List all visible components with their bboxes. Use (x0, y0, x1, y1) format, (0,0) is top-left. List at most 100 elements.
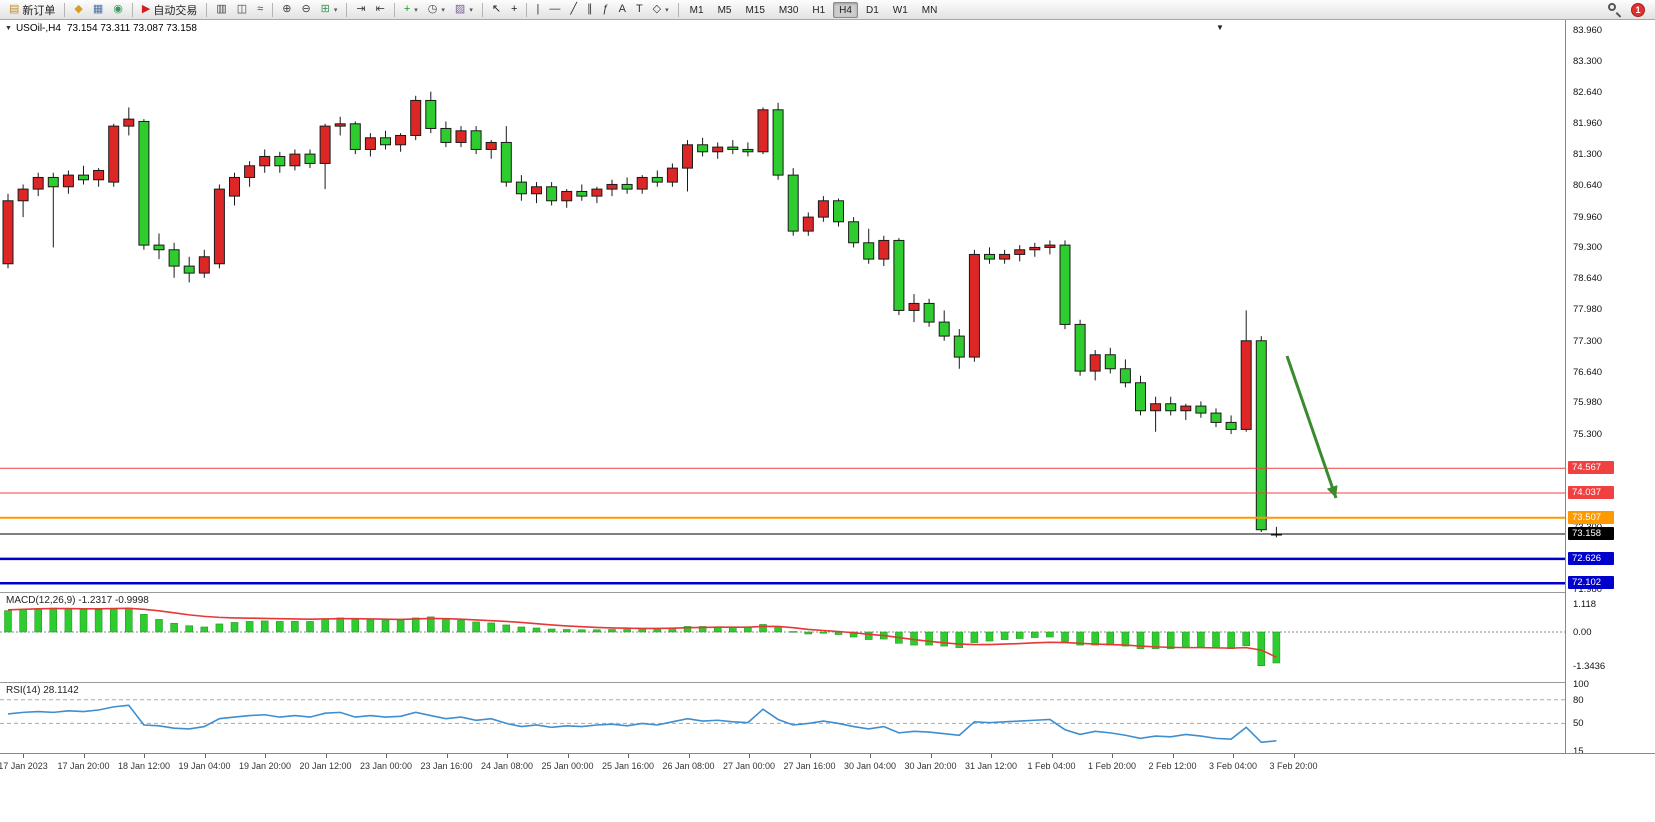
bear-candle (47, 176, 59, 188)
rsi-axis-label: 80 (1573, 694, 1584, 706)
notification-badge[interactable]: 1 (1631, 2, 1645, 17)
price-line-badge: 73.507 (1568, 510, 1614, 524)
timeframe-m1-button[interactable]: M1 (689, 4, 704, 16)
macd-histogram-bar (819, 631, 828, 634)
chart-symbol-label: USOil-,H4 (15, 23, 61, 34)
time-axis-label: 25 Jan 00:00 (541, 761, 594, 771)
macd-histogram-bar (230, 622, 239, 633)
time-axis-tick (386, 754, 387, 758)
fibonacci-button[interactable]: ƒ (597, 1, 613, 18)
tile-windows-button[interactable]: ⊞ ▾ (316, 1, 343, 18)
bull-candle (334, 123, 346, 127)
bear-candle (787, 174, 799, 232)
templates-button[interactable]: ▨ ▾ (450, 1, 478, 18)
macd-histogram-bar (140, 614, 148, 633)
autoscroll-button[interactable]: ⇥ (351, 1, 370, 18)
bull-candle (364, 137, 376, 150)
bar-chart-button[interactable]: ▥ (211, 1, 231, 18)
time-axis-tick (204, 754, 206, 758)
price-axis-label: 71.980 (1573, 583, 1603, 595)
rsi-pane-separator[interactable] (0, 682, 1655, 683)
dropdown-caret-icon: ▾ (665, 6, 669, 14)
bull-candle (62, 174, 74, 188)
bull-candle (591, 188, 603, 197)
macd-histogram-bar (653, 628, 662, 633)
line-chart-button[interactable]: ≈ (252, 1, 268, 18)
timeframe-mn-button[interactable]: MN (921, 4, 938, 16)
macd-histogram-bar (547, 628, 556, 633)
new-order-button[interactable]: ▤ 新订单 (4, 1, 60, 18)
macd-histogram-bar (562, 629, 571, 633)
channel-button[interactable]: ∥ (582, 1, 598, 18)
toolbar-buttons: ▤ 新订单 ◆ ▦ ◉ ▶ 自动交易 ▥ ◫ ≈ ⊕ ⊖ ⊞ ▾ ⇥ ⇤ + ▾ ◷ ▾ ▨ ▾ ↖ + | — ╱ ∥ ƒ A T ◇ ▾ M1… (4, 0, 1607, 19)
horizontal-line-button[interactable]: — (544, 1, 565, 18)
label-button[interactable]: T (631, 1, 648, 18)
market-watch-button[interactable]: ◆ (69, 1, 87, 18)
time-axis-tick (930, 754, 932, 758)
macd-histogram-bar (411, 617, 420, 633)
bear-candle (183, 265, 195, 274)
bull-candle (968, 253, 980, 358)
template-icon: ▨ (454, 3, 466, 15)
bull-candle (757, 109, 769, 153)
chart-window[interactable]: ▼ USOil-,H4 73.154 73.311 73.087 73.158 … (0, 20, 1655, 775)
time-axis-label: 2 Feb 12:00 (1148, 761, 1197, 771)
crosshair-button[interactable]: + (506, 1, 522, 18)
rsi-pane[interactable] (0, 682, 1565, 753)
macd-histogram-bar (79, 609, 88, 633)
rsi-axis-label: 15 (1573, 746, 1584, 757)
data-window-button[interactable]: ▦ (88, 1, 108, 18)
timeframe-h1-button[interactable]: H1 (812, 4, 826, 16)
strategy-tester-button[interactable]: ◉ (108, 1, 128, 18)
timeframe-d1-button[interactable]: D1 (865, 4, 879, 16)
new-order-button-label: 新订单 (22, 4, 56, 17)
macd-histogram-bar (260, 620, 269, 633)
shapes-button[interactable]: ◇ ▾ (648, 1, 674, 18)
chart-shift-marker[interactable]: ▼ (1216, 23, 1224, 32)
price-chart[interactable] (0, 20, 1565, 592)
auto-trade-button[interactable]: ▶ 自动交易 (137, 1, 202, 18)
timeframe-m5-button[interactable]: M5 (717, 4, 732, 16)
bear-candle (576, 190, 588, 197)
rsi-axis-label: 100 (1573, 679, 1589, 690)
timeframe-m30-button[interactable]: M30 (778, 4, 799, 16)
price-axis-label: 81.960 (1573, 118, 1603, 130)
time-axis-label: 19 Jan 04:00 (178, 761, 231, 771)
search-icon[interactable] (1607, 2, 1622, 18)
bear-candle (1074, 323, 1086, 372)
macd-label: MACD(12,26,9) -1.2317 -0.9998 (6, 595, 149, 606)
vertical-line-button[interactable]: | (531, 1, 544, 18)
bear-candle (1210, 412, 1222, 423)
dropdown-caret-icon: ▾ (414, 6, 418, 14)
bear-candle (697, 144, 709, 153)
time-axis-label: 23 Jan 16:00 (420, 761, 473, 771)
chart-shift-button[interactable]: ⇤ (371, 1, 390, 18)
time-axis-tick (144, 754, 145, 758)
bear-candle (984, 253, 995, 260)
timeframe-w1-button[interactable]: W1 (892, 4, 908, 16)
zoom-out-button[interactable]: ⊖ (296, 1, 315, 18)
bar-chart-icon: ▥ (216, 3, 227, 15)
bull-candle (666, 167, 678, 183)
timeframe-m15-button[interactable]: M15 (745, 4, 765, 16)
zoom-in-button[interactable]: ⊕ (277, 1, 296, 18)
text-button[interactable]: A (614, 1, 631, 18)
candlestick-chart-icon: ◫ (236, 3, 248, 15)
trendline-button[interactable]: ╱ (565, 1, 582, 18)
periods-button[interactable]: ◷ ▾ (423, 1, 450, 18)
add-indicator-button[interactable]: + ▾ (399, 1, 423, 18)
macd-histogram-bar (1197, 631, 1205, 648)
macd-pane[interactable] (0, 592, 1565, 682)
macd-pane-separator[interactable] (0, 592, 1655, 593)
macd-histogram-bar (744, 627, 752, 633)
time-axis-tick (23, 754, 24, 758)
crosshair-icon: + (511, 3, 518, 15)
timeframe-h4-button[interactable]: H4 (833, 1, 858, 18)
fibonacci-icon: ƒ (602, 3, 609, 15)
time-axis-tick (1112, 754, 1113, 758)
candle-chart-button[interactable]: ◫ (232, 1, 252, 18)
time-axis-tick (1233, 754, 1234, 758)
macd-histogram-bar (985, 631, 994, 642)
cursor-button[interactable]: ↖ (487, 1, 506, 18)
one-click-trading-toggle[interactable]: ▼ (5, 25, 12, 32)
